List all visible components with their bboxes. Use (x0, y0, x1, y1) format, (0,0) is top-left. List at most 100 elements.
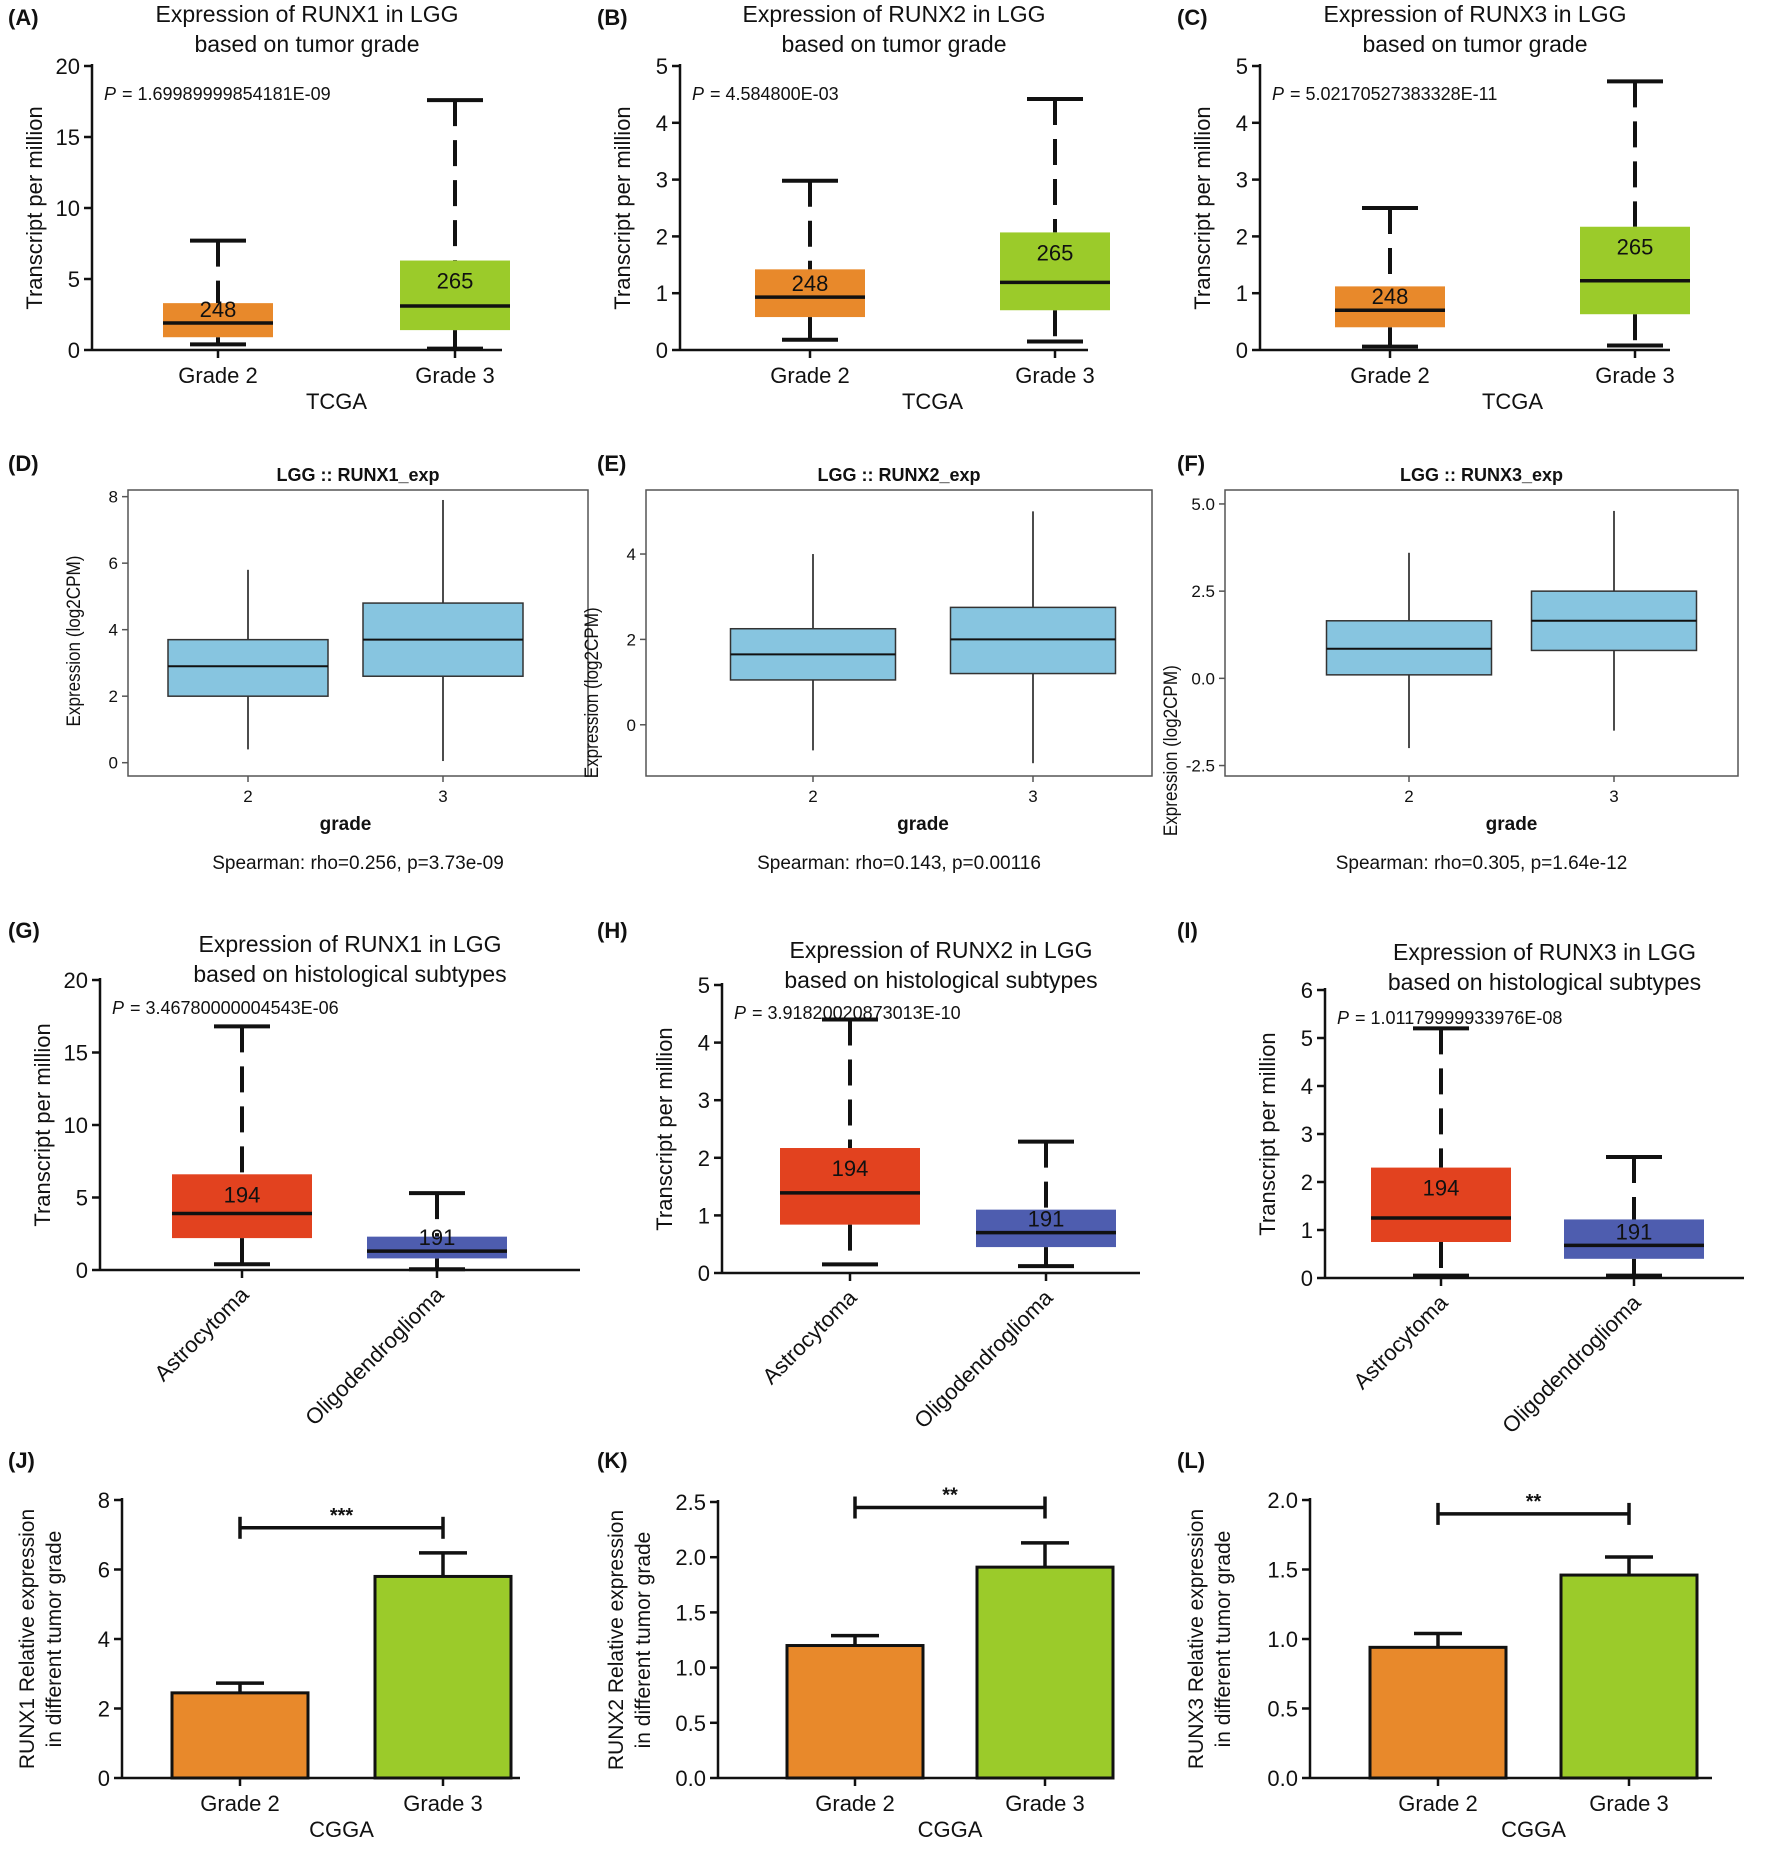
y-tick-label: 0.0 (1267, 1766, 1298, 1791)
panel-label: (J) (8, 1448, 35, 1473)
plot-frame (645, 489, 1153, 777)
x-tick-label: Grade 2 (178, 363, 258, 388)
box-2 (949, 511, 1117, 764)
x-tick-label: 2 (808, 787, 817, 806)
p-label: P (1272, 84, 1284, 104)
y-tick-label: 0.5 (1267, 1697, 1298, 1722)
box-body (780, 1148, 920, 1225)
box-body (1564, 1219, 1704, 1259)
sample-count: 265 (1617, 235, 1654, 260)
panel-label: (A) (8, 5, 39, 30)
p-value: = 5.02170527383328E-11 (1290, 84, 1497, 104)
significance-stars: *** (330, 1505, 354, 1527)
y-tick-label: 0 (68, 338, 80, 363)
y-axis-label: Transcript per million (652, 1027, 677, 1230)
y-tick-label: 0 (656, 338, 668, 363)
panel-i: (I) Expression of RUNX3 in LGG based on hi… (1177, 918, 1744, 1438)
y-tick-label: 8 (98, 1488, 110, 1513)
y-tick-label: 2.0 (1267, 1488, 1298, 1513)
box-body (949, 606, 1117, 675)
box-2: 191 (1564, 1155, 1704, 1278)
sample-count: 248 (1372, 284, 1409, 309)
y-tick-label: 10 (64, 1113, 88, 1138)
y-tick-label: 2 (109, 687, 118, 706)
y-axis-label: in different tumor grade (43, 1531, 66, 1748)
y-tick-label: 2 (1301, 1170, 1313, 1195)
box-body (1000, 232, 1110, 311)
p-value: = 4.584800E-03 (710, 84, 839, 104)
y-tick-label: 2 (1236, 224, 1248, 249)
chart-title: based on tumor grade (781, 31, 1006, 57)
box-body (167, 638, 329, 697)
y-tick-label: 1.5 (675, 1600, 706, 1625)
p-value: = 1.01179999933976E-08 (1355, 1008, 1562, 1028)
y-tick-label: 1.0 (675, 1656, 706, 1681)
y-tick-label: 0 (1236, 338, 1248, 363)
x-tick-label: 3 (1609, 787, 1618, 806)
y-tick-label: 4 (656, 111, 668, 136)
y-tick-label: 6 (98, 1558, 110, 1583)
panel-label: (D) (8, 451, 39, 476)
x-tick-label: Grade 2 (200, 1791, 280, 1816)
chart-title: LGG :: RUNX2_exp (817, 465, 980, 485)
y-axis-label: in different tumor grade (632, 1532, 655, 1749)
x-tick-label: Grade 3 (1589, 1791, 1669, 1816)
box-1: 194 (780, 1017, 920, 1267)
sample-count: 265 (1037, 240, 1074, 265)
y-tick-label: 15 (56, 125, 80, 150)
x-tick-label: Astrocytoma (149, 1281, 254, 1386)
chart-title: based on histological subtypes (784, 967, 1097, 993)
box-2 (362, 499, 524, 762)
sample-count: 248 (792, 271, 829, 296)
panel-k: (K) 0.0 0.5 1.0 1.5 2.0 2.5 RUNX2 Relative expr… (597, 1448, 1115, 1842)
p-value: = 3.46780000004543E-06 (130, 998, 339, 1018)
y-tick-label: 5.0 (1191, 495, 1215, 514)
y-tick-label: 4 (109, 621, 118, 640)
box-1: 194 (172, 1024, 312, 1267)
panel-label: (L) (1177, 1448, 1205, 1473)
y-tick-label: 1.5 (1267, 1558, 1298, 1583)
sample-count: 194 (224, 1182, 261, 1207)
x-axis-label: grade (1486, 814, 1538, 835)
y-axis-label: Transcript per million (22, 106, 47, 309)
y-axis-label: Transcript per million (610, 106, 635, 309)
y-axis-label: RUNX2 Relative expression (605, 1510, 628, 1770)
spearman-stat: Spearman: rho=0.256, p=3.73e-09 (212, 853, 504, 874)
box-1: 248 (163, 238, 273, 347)
y-tick-label: 5 (68, 267, 80, 292)
y-tick-label: 2 (698, 1146, 710, 1171)
y-tick-label: 2.0 (675, 1545, 706, 1570)
spearman-stat: Spearman: rho=0.143, p=0.00116 (757, 853, 1041, 874)
y-tick-label: 1 (698, 1203, 710, 1228)
box-2: 265 (1580, 79, 1690, 348)
y-axis-label: Transcript per million (30, 1023, 55, 1226)
y-tick-label: 0 (109, 754, 118, 773)
panel-label: (B) (597, 5, 628, 30)
chart-title: based on histological subtypes (1388, 969, 1701, 995)
y-tick-label: -2.5 (1186, 757, 1215, 776)
x-axis-label: CGGA (918, 1817, 983, 1842)
spearman-stat: Spearman: rho=0.305, p=1.64e-12 (1336, 853, 1628, 874)
y-tick-label: 0 (1301, 1266, 1313, 1291)
sample-count: 191 (419, 1225, 456, 1250)
chart-title: based on tumor grade (1362, 31, 1587, 57)
sample-count: 191 (1616, 1219, 1653, 1244)
box-1 (729, 554, 897, 751)
plot-frame (1224, 489, 1739, 777)
y-tick-label: 4 (627, 545, 636, 564)
y-tick-label: 3 (698, 1088, 710, 1113)
y-tick-label: 5 (656, 54, 668, 79)
y-tick-label: 0.5 (675, 1711, 706, 1736)
y-tick-label: 4 (98, 1627, 110, 1652)
x-tick-label: Grade 2 (1398, 1791, 1478, 1816)
panel-label: (H) (597, 918, 628, 943)
y-axis-label: Expression (log2CPM) (1160, 665, 1181, 836)
y-tick-label: 6 (1301, 978, 1313, 1003)
panel-f: (F) LGG :: RUNX3_exp-2.5 0.0 2.5 5.0Expressi… (1160, 451, 1739, 874)
x-tick-label: Grade 3 (403, 1791, 483, 1816)
box-2: 191 (976, 1139, 1116, 1269)
box-body (755, 269, 865, 318)
y-tick-label: 4 (1301, 1074, 1313, 1099)
bar (170, 1691, 310, 1780)
x-tick-label: 2 (1404, 787, 1413, 806)
